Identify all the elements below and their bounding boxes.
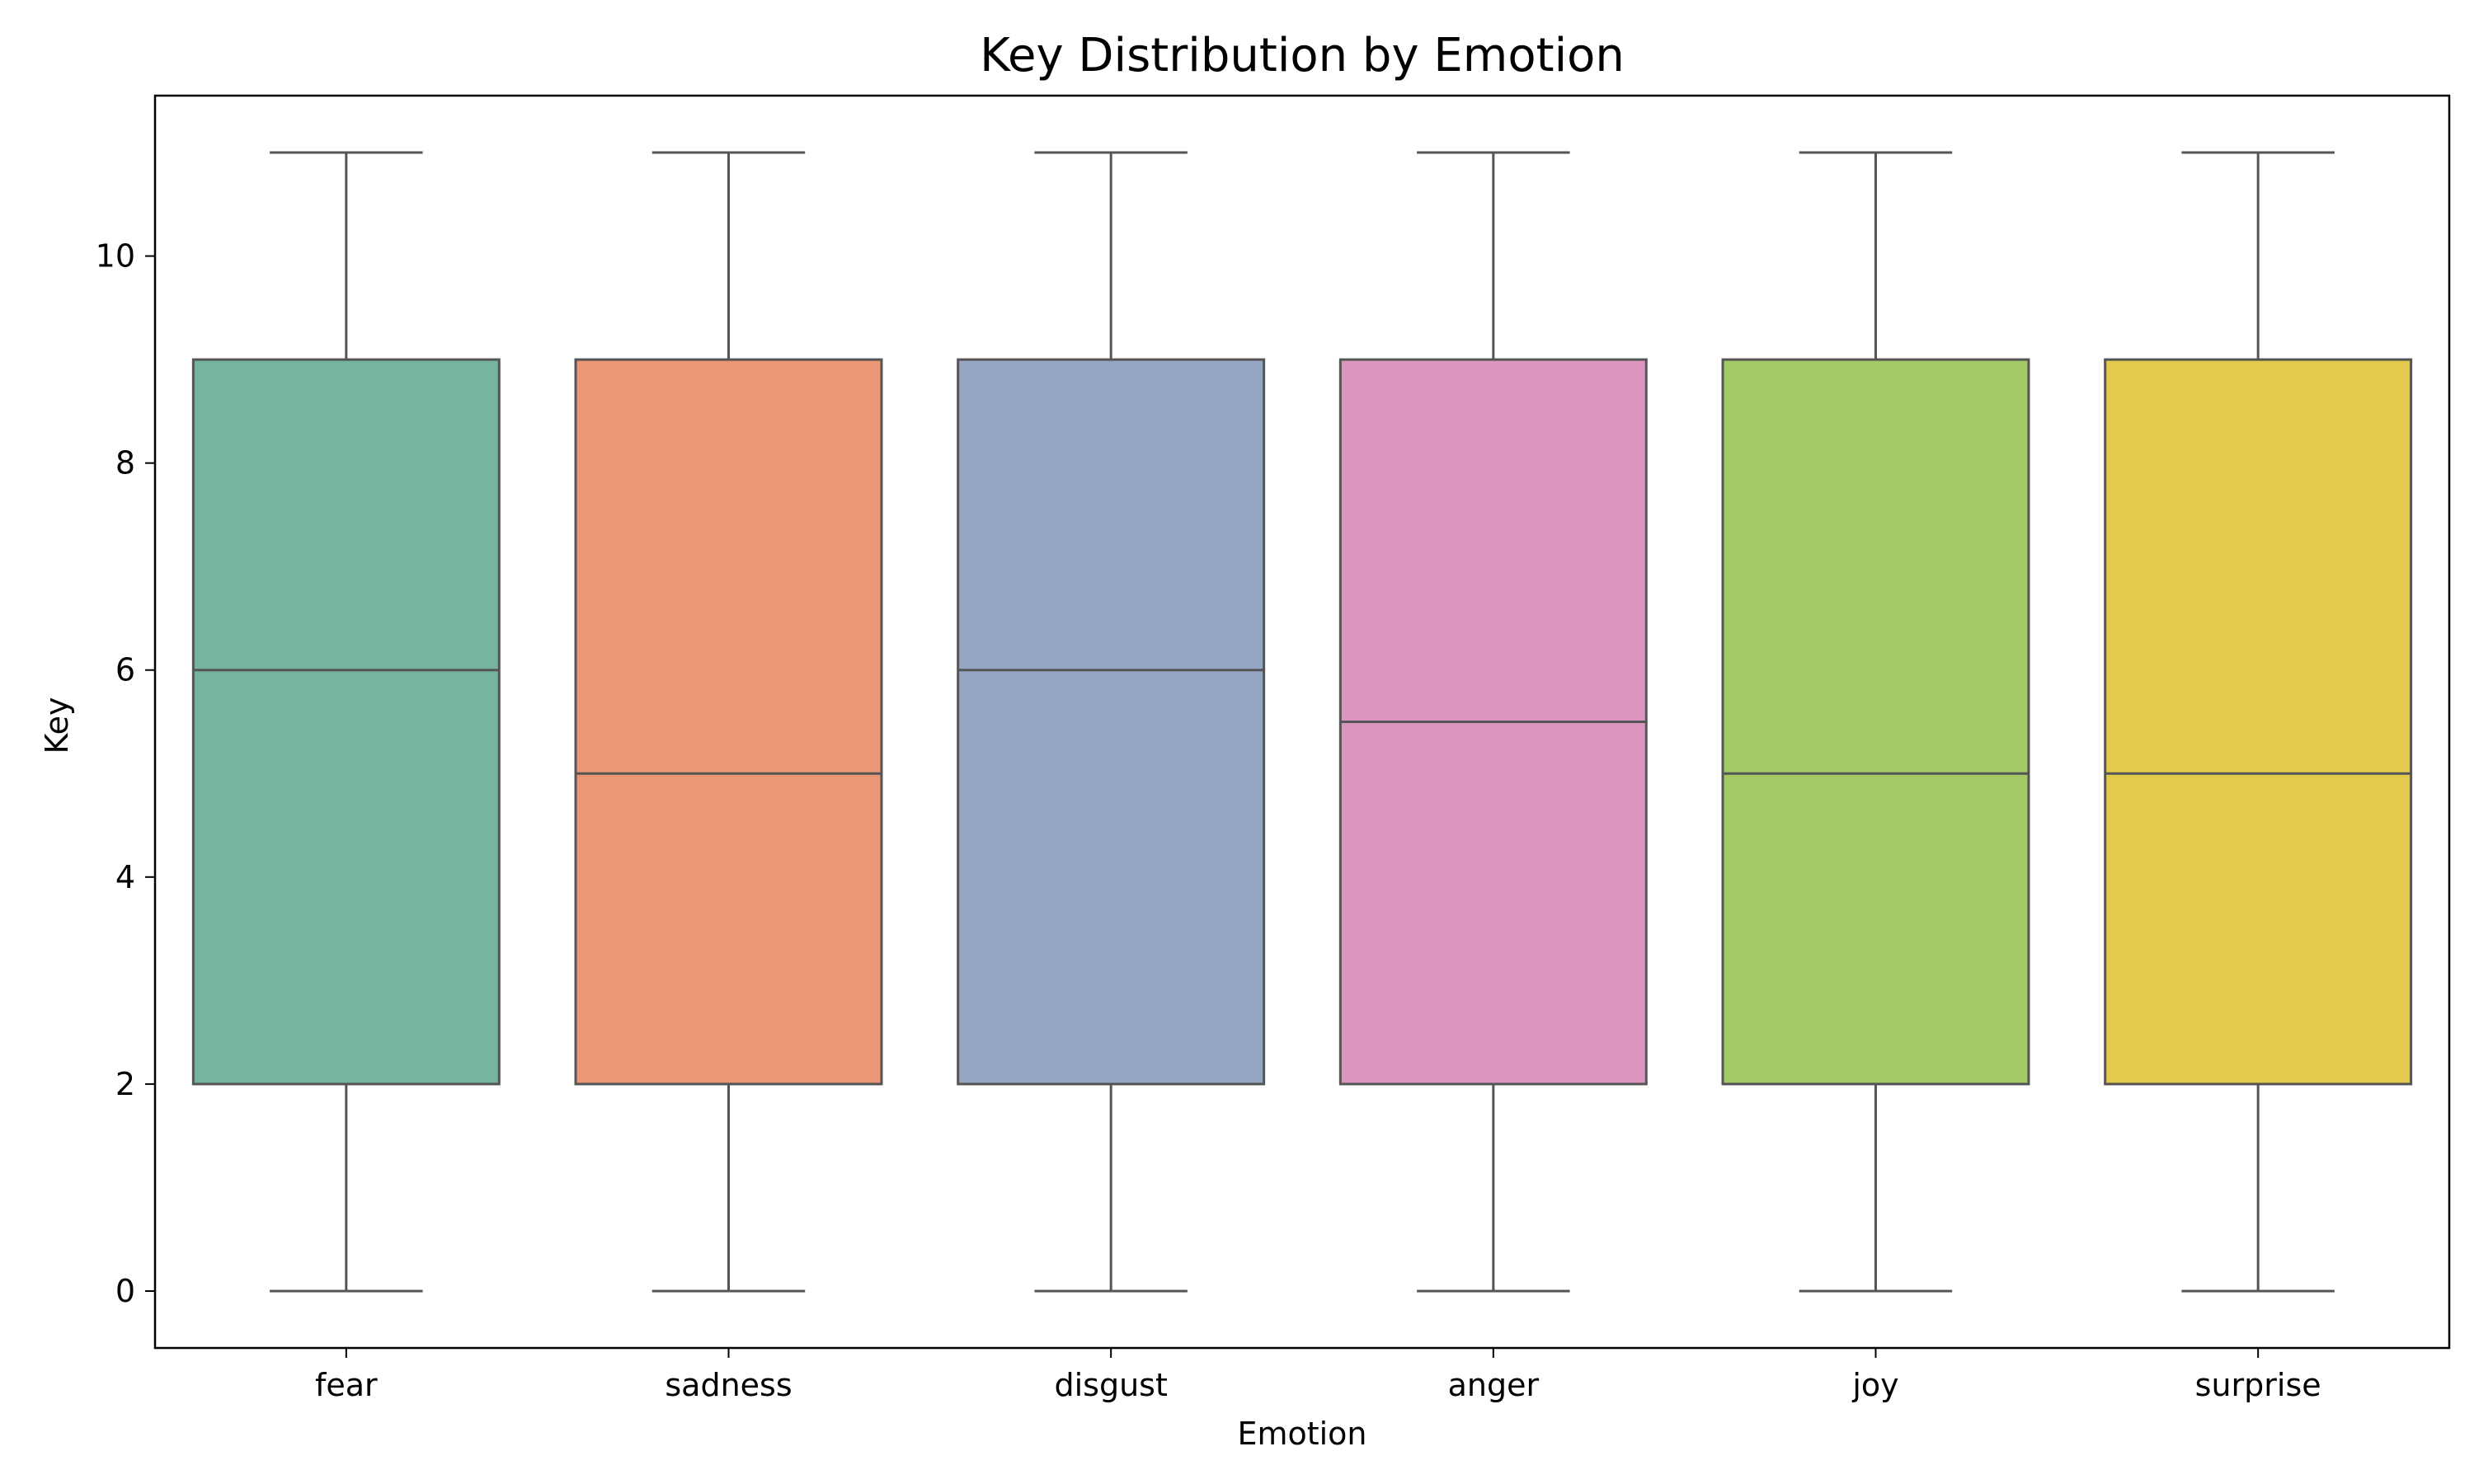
plot-area: fear sadness disgust anger joy surprise 0 2 4 6 8 1… [96,94,2451,1403]
box-surprise [2104,358,2413,1086]
x-tick-label-anger: anger [1448,1367,1540,1403]
x-tick-label-joy: joy [1851,1367,1898,1403]
y-tick-label-6: 6 [115,652,135,688]
x-axis-label: Emotion [1237,1416,1366,1452]
y-tick-label-8: 8 [115,445,135,481]
plot-frame [153,94,2451,1350]
y-tick-label-0: 0 [115,1273,135,1309]
box-fear [191,358,501,1086]
x-tick-label-sadness: sadness [665,1367,792,1403]
chart-title: Key Distribution by Emotion [980,29,1625,82]
y-tick-label-2: 2 [115,1066,135,1102]
x-tick-label-fear: fear [315,1367,378,1403]
box-disgust [957,358,1266,1086]
box-joy [1721,358,2030,1086]
x-tick-label-surprise: surprise [2195,1367,2321,1403]
y-tick-label-4: 4 [115,859,135,895]
y-axis-label: Key [39,697,75,754]
y-tick-label-10: 10 [96,238,135,275]
box-sadness [574,358,883,1086]
x-tick-label-disgust: disgust [1054,1367,1167,1403]
